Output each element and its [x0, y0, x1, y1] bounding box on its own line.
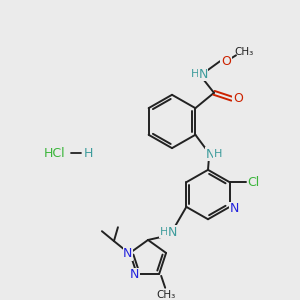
Text: N: N: [198, 68, 208, 81]
Text: N: N: [230, 202, 239, 215]
Text: H: H: [191, 69, 199, 79]
Text: N: N: [123, 248, 133, 260]
Text: CH₃: CH₃: [157, 290, 176, 300]
Text: H: H: [160, 227, 168, 237]
Text: O: O: [221, 55, 231, 68]
Text: N: N: [205, 148, 215, 160]
Text: O: O: [233, 92, 243, 105]
Text: CH₃: CH₃: [234, 47, 254, 57]
Text: H: H: [214, 149, 222, 159]
Text: HCl: HCl: [44, 147, 66, 160]
Text: Cl: Cl: [248, 176, 260, 189]
Text: H: H: [83, 147, 93, 160]
Text: N: N: [130, 268, 140, 281]
Text: N: N: [167, 226, 177, 238]
